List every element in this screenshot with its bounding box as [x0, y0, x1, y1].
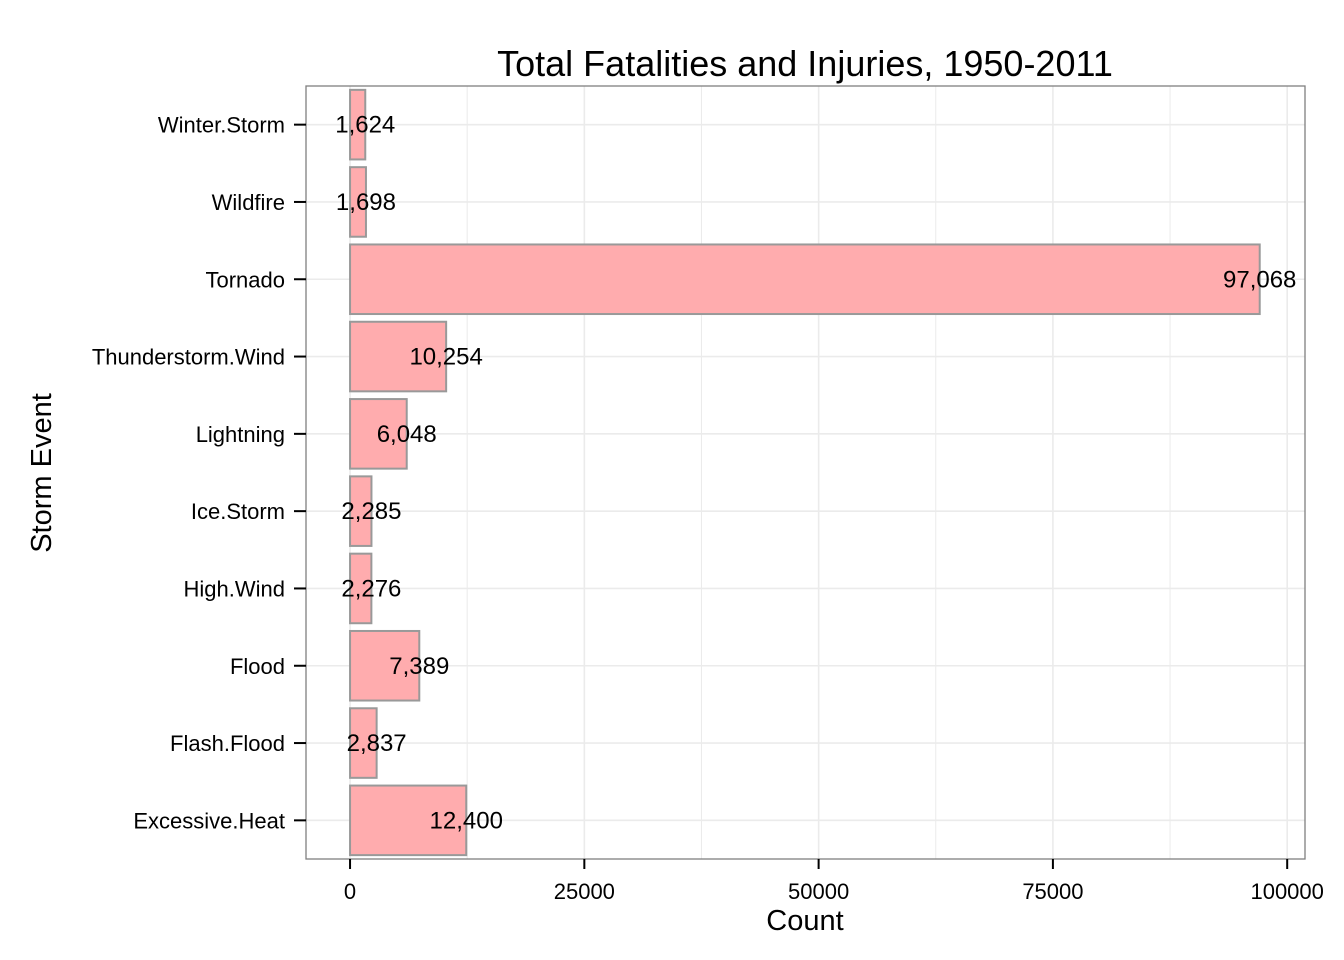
data-label: 6,048 [377, 421, 437, 448]
y-tick-label: Wildfire [212, 190, 285, 215]
data-label: 10,254 [409, 344, 482, 371]
data-label: 97,068 [1223, 266, 1296, 293]
bar [349, 398, 408, 470]
data-label: 2,285 [341, 498, 401, 525]
x-tick-label: 75000 [1022, 879, 1083, 904]
y-tick-label: Tornado [205, 267, 285, 292]
x-tick-label: 25000 [554, 879, 615, 904]
y-axis-title: Storm Event [26, 393, 58, 553]
x-tick-label: 0 [344, 879, 356, 904]
bar [349, 784, 468, 857]
panel-border [305, 85, 1306, 860]
y-axis: Excessive.Heat Flash.Flood Flood High.Wind I… [92, 113, 306, 833]
x-axis-title: Count [766, 905, 843, 937]
y-tick-label: Ice.Storm [191, 499, 285, 524]
bar [349, 243, 1261, 316]
data-label: 1,624 [335, 112, 395, 139]
y-tick-label: High.Wind [184, 576, 285, 601]
bar [349, 166, 367, 238]
x-tick-label: 50000 [788, 879, 849, 904]
y-tick-label: Flash.Flood [170, 731, 285, 756]
chart-title: Total Fatalities and Injuries, 1950-2011 [497, 43, 1113, 84]
bar [349, 320, 448, 393]
x-axis: 0 25000 50000 75000 100000 [344, 859, 1324, 904]
bar [349, 475, 373, 547]
y-tick-label: Excessive.Heat [133, 808, 285, 833]
data-label: 1,698 [336, 189, 396, 216]
y-tick-label: Flood [230, 654, 285, 679]
data-label: 12,400 [430, 807, 503, 834]
bar [349, 552, 373, 625]
data-label: 2,837 [347, 730, 407, 757]
bar [349, 707, 378, 779]
data-label: 2,276 [341, 575, 401, 602]
data-labels: 12,400 2,837 7,389 2,276 2,285 6,048 10,254 97,… [335, 112, 1296, 835]
y-tick-label: Lightning [196, 422, 285, 447]
x-tick-label: 100000 [1250, 879, 1323, 904]
grid [306, 86, 1305, 859]
bar [349, 629, 421, 702]
y-tick-label: Winter.Storm [158, 113, 285, 138]
data-label: 7,389 [389, 653, 449, 680]
bars [349, 88, 1261, 857]
y-tick-label: Thunderstorm.Wind [92, 345, 285, 370]
bar [349, 88, 367, 161]
